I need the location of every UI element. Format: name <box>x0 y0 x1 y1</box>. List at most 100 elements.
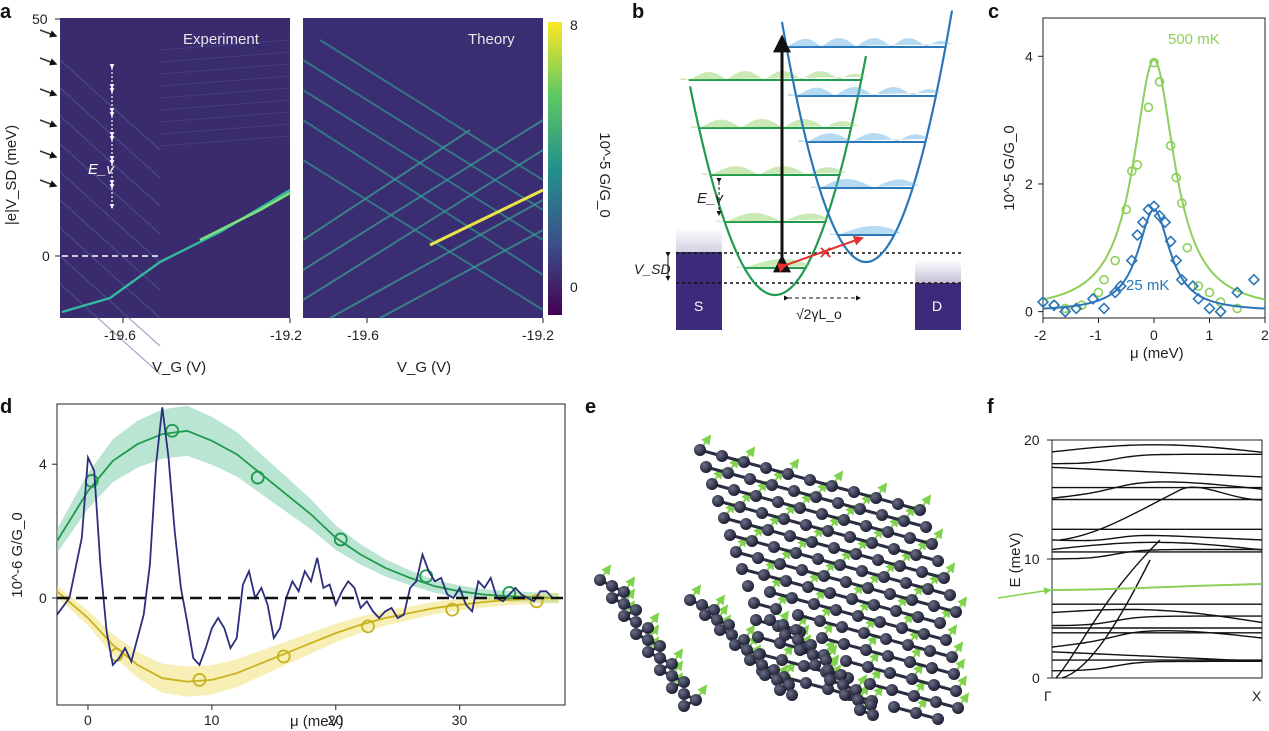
d-series-data <box>56 407 559 667</box>
carbon-atom <box>730 546 742 558</box>
panel-b: S D ✕ E_v V_SD √2γL_o <box>634 10 962 330</box>
phonon-band <box>1051 534 1263 542</box>
carbon-atom <box>824 587 836 599</box>
carbon-atom <box>938 572 950 584</box>
carbon-atom <box>832 497 844 509</box>
colorbar-tick-max: 8 <box>570 17 578 33</box>
carbon-atom <box>838 638 850 650</box>
carbon-atom <box>642 634 654 646</box>
displacement-label: √2γL_o <box>796 306 842 322</box>
carbon-atom <box>760 462 772 474</box>
carbon-atom <box>744 473 756 485</box>
d-marker <box>502 586 517 600</box>
carbon-atom <box>902 639 914 651</box>
carbon-atom <box>594 574 606 586</box>
f-ylabel: E (meV) <box>1007 532 1024 587</box>
carbon-atom <box>852 610 864 622</box>
carbon-atom <box>876 509 888 521</box>
carbon-atom <box>772 496 784 508</box>
heatmap-theory <box>303 18 543 318</box>
carbon-atom <box>752 631 764 643</box>
ev-label-a: E_v <box>88 161 115 178</box>
carbon-atom <box>606 592 618 604</box>
carbon-atom <box>868 599 880 611</box>
c-fit-curve-0 <box>1042 58 1266 301</box>
carbon-atom <box>711 614 723 626</box>
panel-label-a: a <box>0 1 12 23</box>
carbon-atom <box>666 658 678 670</box>
carbon-atom <box>950 685 962 697</box>
c-data-point <box>1099 274 1109 285</box>
carbon-atom <box>878 571 890 583</box>
phonon-band <box>1051 660 1262 672</box>
carbon-atom <box>822 525 834 537</box>
carbon-atom <box>816 632 828 644</box>
forbidden-transition-arrow <box>776 235 864 273</box>
phonon-band-dispersive <box>1055 539 1161 679</box>
carbon-atom <box>694 444 706 456</box>
experiment-features <box>59 39 291 375</box>
c-xtick-label: 1 <box>1206 327 1214 343</box>
carbon-atom <box>738 456 750 468</box>
c-ylabel: 10^-5 G/G_0 <box>1001 125 1018 210</box>
carbon-atom <box>820 654 832 666</box>
d-ytick-label: 4 <box>39 456 47 472</box>
d-plot-area <box>56 405 565 697</box>
carbon-atom <box>750 614 762 626</box>
d-axes-frame <box>56 403 566 706</box>
c-xtick-label: -2 <box>1034 327 1047 343</box>
carbon-atom <box>762 524 774 536</box>
d-series-fit_negative <box>56 590 559 683</box>
blue-parabola <box>780 10 954 264</box>
theory-bright-resonance <box>429 188 544 247</box>
c-data-point <box>1192 292 1205 305</box>
a-xlabel-left: V_G (V) <box>152 359 206 376</box>
carbon-atom <box>802 581 814 593</box>
carbon-atom <box>854 704 866 716</box>
c-xtick-label: -1 <box>1090 327 1103 343</box>
carbon-atom <box>606 580 618 592</box>
f-ytick-0: 0 <box>1032 670 1040 686</box>
carbon-atom <box>699 609 711 621</box>
carbon-atom <box>850 684 862 696</box>
carbon-atom <box>786 689 798 701</box>
d-xtick-label: 10 <box>204 712 220 728</box>
c-data-point <box>1182 242 1193 253</box>
carbon-atom <box>898 515 910 527</box>
carbon-atom <box>750 490 762 502</box>
c-data-point <box>1149 57 1159 68</box>
d-marker <box>250 470 265 485</box>
carbon-atom <box>746 535 758 547</box>
carbon-atom <box>824 674 836 686</box>
c-data-point <box>1165 140 1176 151</box>
carbon-atom <box>794 644 806 656</box>
carbon-atom <box>834 559 846 571</box>
c-data-point <box>1204 287 1215 298</box>
d-marker <box>192 673 207 687</box>
carbon-atom <box>922 583 934 595</box>
carbon-atom <box>852 694 864 706</box>
c-data-point <box>1164 235 1177 248</box>
d-xtick-label: 20 <box>328 712 344 728</box>
carbon-atom <box>906 673 918 685</box>
c-data-point <box>1132 160 1143 170</box>
carbon-atom <box>906 594 918 606</box>
drain-label: D <box>932 298 942 314</box>
c-data-point <box>1060 303 1070 314</box>
carbon-atom <box>930 696 942 708</box>
carbon-atom <box>718 512 730 524</box>
carbon-atom <box>840 576 852 588</box>
theory-features <box>302 39 544 319</box>
carbon-atom <box>734 501 746 513</box>
carbon-atom <box>932 713 944 725</box>
carbon-atom <box>792 609 804 621</box>
carbon-atom <box>724 529 736 541</box>
carbon-atom <box>642 622 654 634</box>
carbon-atom <box>934 617 946 629</box>
carbon-atom <box>690 694 702 706</box>
carbon-atom <box>729 639 741 651</box>
edge-arrow-icon <box>39 29 58 38</box>
carbon-atom <box>696 599 708 611</box>
ev-label-b: E_v <box>697 190 724 207</box>
carbon-atom <box>654 664 666 676</box>
